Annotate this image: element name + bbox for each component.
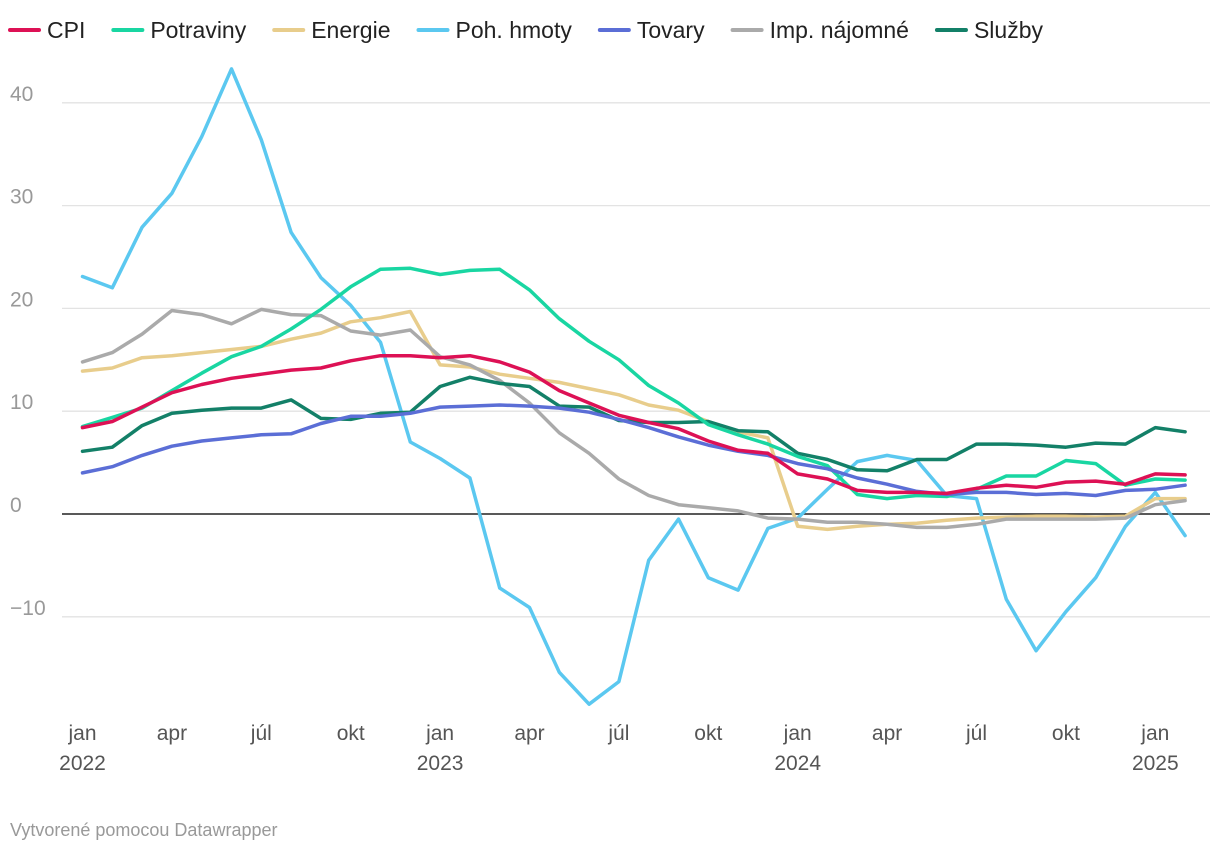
legend-item: Poh. hmoty [416, 17, 573, 43]
legend-item: CPI [8, 17, 85, 43]
x-tick-year: 2023 [417, 752, 464, 775]
y-tick-label: 20 [10, 288, 33, 311]
x-tick-label: apr [157, 722, 187, 745]
x-tick-label: jan [1140, 722, 1169, 745]
x-tick-label: júl [607, 722, 629, 745]
legend-item: Potraviny [111, 17, 247, 43]
legend-label: CPI [47, 17, 85, 43]
x-tick-label: okt [337, 722, 365, 745]
series-line-cpi [80, 353, 1187, 496]
x-tick-label: júl [250, 722, 272, 745]
x-tick-label: jan [425, 722, 454, 745]
y-tick-label: 30 [10, 186, 33, 209]
series-line-poh-hmoty [80, 67, 1187, 706]
legend-label: Poh. hmoty [456, 17, 573, 43]
legend-label: Imp. nájomné [770, 17, 909, 43]
legend-item: Služby [934, 17, 1044, 43]
y-tick-label: 10 [10, 391, 33, 414]
x-tick-label: jan [67, 722, 96, 745]
x-tick-year: 2024 [774, 752, 821, 775]
legend-label: Potraviny [150, 17, 246, 43]
credit-text: Vytvorené pomocou Datawrapper [10, 820, 277, 840]
legend-label: Tovary [637, 17, 705, 43]
x-tick-label: jan [783, 722, 812, 745]
series-lines [80, 67, 1187, 706]
x-tick-label: júl [965, 722, 987, 745]
x-tick-label: apr [872, 722, 902, 745]
legend: CPI Potraviny Energie Poh. hmoty Tovary Imp. … [8, 17, 1044, 43]
x-axis: jan 2022 apr júl okt jan 2023 apr júl okt jan 2024 a… [59, 722, 1179, 775]
grid [62, 102, 1210, 618]
x-tick-label: okt [694, 722, 722, 745]
series-line-imp-n-jomn- [80, 307, 1187, 530]
y-tick-label: 0 [10, 494, 22, 517]
series-line-tovary [80, 403, 1187, 498]
y-tick-label: −10 [10, 597, 46, 620]
x-tick-year: 2022 [59, 752, 106, 775]
legend-label: Služby [974, 17, 1044, 43]
legend-item: Imp. nájomné [730, 17, 909, 43]
legend-item: Energie [272, 17, 391, 43]
x-tick-label: okt [1052, 722, 1080, 745]
legend-item: Tovary [597, 17, 705, 43]
y-axis: −10 0 10 20 30 40 [10, 83, 46, 620]
series-line-potraviny [80, 266, 1187, 501]
x-tick-year: 2025 [1132, 752, 1179, 775]
legend-label: Energie [311, 17, 390, 43]
y-tick-label: 40 [10, 83, 33, 106]
x-tick-label: apr [514, 722, 544, 745]
series-line-slu-by [80, 375, 1187, 473]
